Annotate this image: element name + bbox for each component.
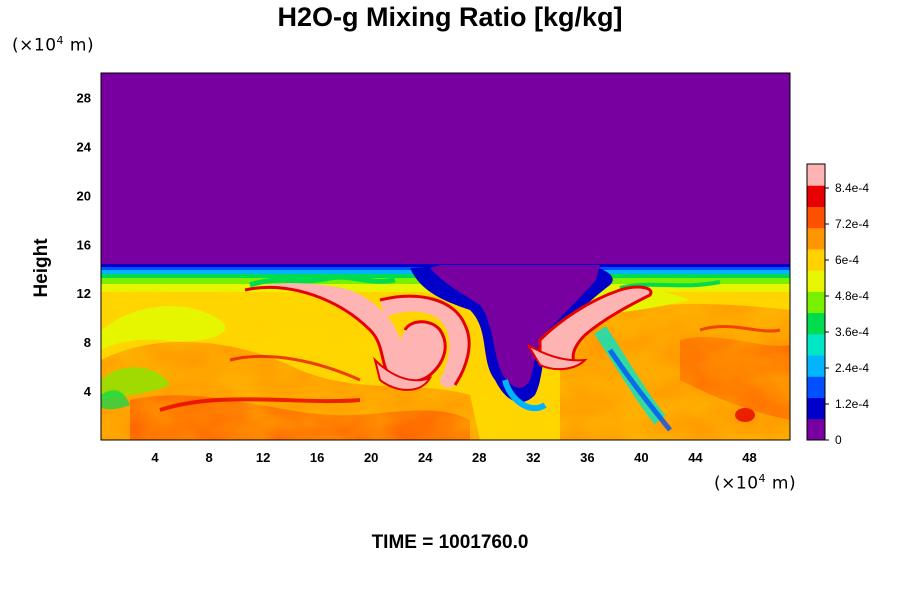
colorbar-segment (807, 397, 825, 420)
colorbar-label: 2.4e-4 (835, 361, 869, 375)
chart-title: H2O-g Mixing Ratio [kg/kg] (277, 2, 623, 32)
x-tick-label: 24 (418, 450, 433, 465)
plot-frame (100, 72, 791, 441)
colorbar-labels: 0 1.2e-4 2.4e-4 3.6e-4 4.8e-4 6e-4 7.2e-4 8.4e-… (825, 181, 869, 447)
mixing-ratio-field (101, 73, 790, 440)
colorbar-segment (807, 185, 825, 207)
x-tick-label: 12 (256, 450, 270, 465)
x-tick-label: 32 (526, 450, 540, 465)
time-label: TIME = 1001760.0 (371, 532, 529, 553)
y-tick-label: 20 (77, 188, 91, 203)
x-unit-label: (×104 m) (714, 472, 797, 494)
colorbar-label: 4.8e-4 (835, 289, 869, 303)
y-tick-label: 24 (77, 139, 92, 154)
colorbar-frame (806, 163, 826, 441)
colorbar-label: 3.6e-4 (835, 325, 869, 339)
x-tick-label: 48 (742, 450, 756, 465)
colorbar-label: 7.2e-4 (835, 217, 869, 231)
x-tick-label: 44 (688, 450, 703, 465)
y-tick-label: 4 (84, 384, 92, 399)
colorbar-segment (807, 227, 825, 250)
y-tick-label: 28 (77, 90, 91, 105)
x-tick-label: 16 (310, 450, 324, 465)
colorbar-segment (807, 376, 825, 399)
colorbar-segment (807, 164, 825, 186)
x-tick-label: 28 (472, 450, 486, 465)
colorbar-segment (807, 312, 825, 335)
y-unit-label: (×104 m) (12, 34, 95, 56)
colorbar-segment (807, 291, 825, 314)
colorbar (807, 164, 825, 441)
colorbar-segment (807, 355, 825, 377)
x-tick-label: 20 (364, 450, 378, 465)
y-tick-label: 16 (77, 237, 91, 252)
y-tick-label: 12 (77, 286, 91, 301)
x-tick-label: 4 (151, 450, 159, 465)
y-tick-label: 8 (84, 335, 91, 350)
x-tick-label: 8 (205, 450, 212, 465)
colorbar-segment (807, 248, 825, 271)
colorbar-segment (807, 206, 825, 229)
x-tick-labels: 4 8 12 16 20 24 28 32 36 40 44 48 (151, 450, 756, 465)
colorbar-label: 6e-4 (835, 253, 859, 267)
x-tick-label: 40 (634, 450, 648, 465)
colorbar-label: 8.4e-4 (835, 181, 869, 195)
y-tick-labels: 4 8 12 16 20 24 28 (77, 90, 92, 399)
x-tick-label: 36 (580, 450, 594, 465)
colorbar-segment (807, 333, 825, 356)
colorbar-segment (807, 270, 825, 292)
colorbar-label: 1.2e-4 (835, 397, 869, 411)
colorbar-segment (807, 418, 825, 441)
colorbar-label: 0 (835, 433, 842, 447)
